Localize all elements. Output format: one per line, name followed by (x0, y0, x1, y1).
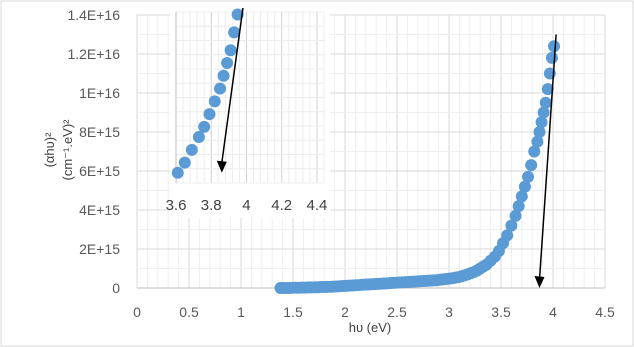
inset-fit-line-arrowhead (216, 160, 227, 173)
x-tick-label: 1 (237, 304, 245, 320)
inset-data-point (171, 166, 184, 179)
x-tick-label: 0 (133, 304, 141, 320)
inset-data-point (228, 26, 241, 39)
data-point (537, 106, 550, 119)
data-point (535, 116, 548, 129)
data-point (512, 200, 525, 213)
y-tick-label: 4E+15 (79, 202, 120, 218)
data-point (522, 170, 535, 183)
y-tick-label: 0 (112, 280, 120, 296)
inset-data-point (178, 156, 191, 169)
inset-fit-line-segment (221, 7, 244, 163)
inset-data-point (214, 82, 227, 95)
inset-x-tick-label: 4.2 (271, 197, 292, 214)
x-tick-label: 3.5 (491, 304, 511, 320)
inset-data-point (185, 143, 198, 156)
x-tick-label: 3 (445, 304, 453, 320)
x-tick-label: 4.5 (595, 304, 615, 320)
inset-background (170, 10, 330, 218)
fit-line (534, 34, 557, 288)
data-point (515, 190, 528, 203)
data-point (509, 209, 522, 222)
inset-data-point (192, 131, 205, 144)
data-point (501, 229, 514, 242)
inset-grid (175, 11, 325, 184)
inset-fit-line (216, 7, 244, 173)
x-tick-label: 2 (341, 304, 349, 320)
x-axis-title: hυ (eV) (349, 320, 392, 335)
y-tick-label: 6E+15 (79, 163, 120, 179)
data-point (525, 159, 538, 172)
y-tick-label: 8E+15 (79, 124, 120, 140)
inset-data-point (224, 44, 237, 57)
y-tick-label: 1E+16 (79, 85, 120, 101)
inset-x-tick-label: 3.6 (166, 197, 187, 214)
y-tick-label: 1.2E+16 (67, 46, 120, 62)
inset-data-point (208, 95, 221, 108)
y-axis-title-line1: (αhυ)² (42, 132, 57, 168)
data-point (518, 180, 531, 193)
fit-line-arrowhead (534, 276, 545, 288)
y-tick-label: 1.4E+16 (67, 7, 120, 23)
data-point (533, 126, 546, 138)
x-tick-label: 1.5 (283, 304, 303, 320)
y-tick-labels: 0 2E+15 4E+15 6E+15 8E+15 1E+16 1.2E+16 1.4E+16 (67, 7, 120, 296)
inset-x-tick-label: 4.4 (307, 197, 328, 214)
y-axis-title-line2: (cm⁻¹.eV)² (60, 119, 75, 181)
data-points (274, 40, 561, 294)
inset-data-point (221, 57, 234, 70)
x-tick-labels: 0 0.5 1 1.5 2 2.5 3 3.5 4 4.5 (133, 304, 615, 320)
inset-x-tick-label: 3.8 (201, 197, 222, 214)
data-point (545, 51, 558, 64)
fit-line-segment (538, 34, 557, 281)
inset-x-tick-labels: 3.6 3.8 4 4.2 4.4 (166, 197, 328, 214)
data-point (548, 40, 561, 53)
inset-x-tick-label: 4 (242, 197, 250, 214)
data-point (539, 96, 552, 109)
x-tick-label: 0.5 (179, 304, 199, 320)
inset-data-point (198, 120, 211, 133)
inset-chart: 3.6 3.8 4 4.2 4.4 (166, 7, 330, 218)
x-tick-label: 4 (549, 304, 557, 320)
data-point (531, 135, 544, 148)
data-point (541, 83, 554, 96)
inset-data-point (231, 8, 244, 21)
inset-data-point (217, 69, 230, 82)
x-tick-label: 2.5 (387, 304, 407, 320)
y-tick-label: 2E+15 (79, 241, 120, 257)
data-point (505, 219, 518, 232)
inset-data-point (203, 108, 216, 121)
inset-data-points (171, 8, 244, 179)
data-point (528, 145, 541, 158)
